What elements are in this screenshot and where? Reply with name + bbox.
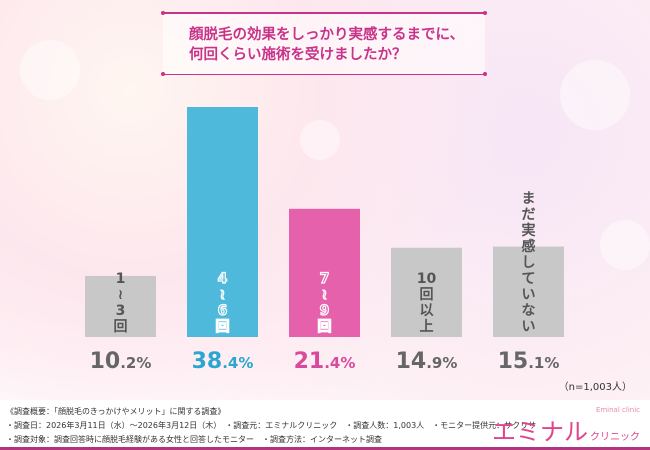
category-label: まだ実感していない	[522, 191, 536, 335]
bar-chart: 1 ≀ 3 回 10.2% 4 ≀ 6 回 38.4% 7 ≀ 9 回 21.4% 10 回以上 14.9% まだ実…	[85, 107, 564, 374]
value-label: 14.9%	[396, 349, 458, 374]
survey-details: ・調査日：2026年3月11日（水）～2026年3月12日（木） ・調査元：エミ…	[6, 421, 537, 430]
value-label: 38.4%	[192, 349, 254, 374]
survey-target: ・調査対象：調査回答時に顔脱毛経験がある女性と回答したモニター ・調査方法：イン…	[6, 435, 382, 444]
value-label: 21.4%	[294, 349, 356, 374]
footer-rule	[0, 447, 650, 450]
chart-title: 顔脱毛の効果をしっかり実感するまでに、 何回くらい施術を受けましたか？	[189, 27, 465, 63]
clinic-logo: Eminal clinic エミナル クリニック	[492, 406, 640, 446]
sample-size: （n=1,003人）	[558, 382, 632, 393]
value-label: 15.1%	[498, 349, 560, 374]
title-bottom-rule	[161, 72, 487, 76]
title-box: 顔脱毛の効果をしっかり実感するまでに、 何回くらい施術を受けましたか？	[161, 10, 487, 76]
bar-5	[493, 246, 564, 337]
category-label: 10 回以上	[417, 271, 437, 335]
title-top-rule	[161, 10, 487, 14]
survey-footer: 《調査概要：「顔脱毛のきっかけやメリット」に関する調査》 ・調査日：2026年3…	[0, 400, 650, 448]
bar-2	[187, 107, 258, 337]
category-label: 4 ≀ 6 回	[216, 271, 230, 335]
category-label: 1 ≀ 3 回	[114, 271, 128, 335]
survey-overview: 《調査概要：「顔脱毛のきっかけやメリット」に関する調査》	[6, 407, 226, 416]
value-label: 10.2%	[90, 349, 152, 374]
category-label: 7 ≀ 9 回	[318, 271, 332, 335]
bar-1	[85, 275, 156, 337]
bar-3	[289, 208, 360, 337]
bar-4	[391, 247, 462, 337]
